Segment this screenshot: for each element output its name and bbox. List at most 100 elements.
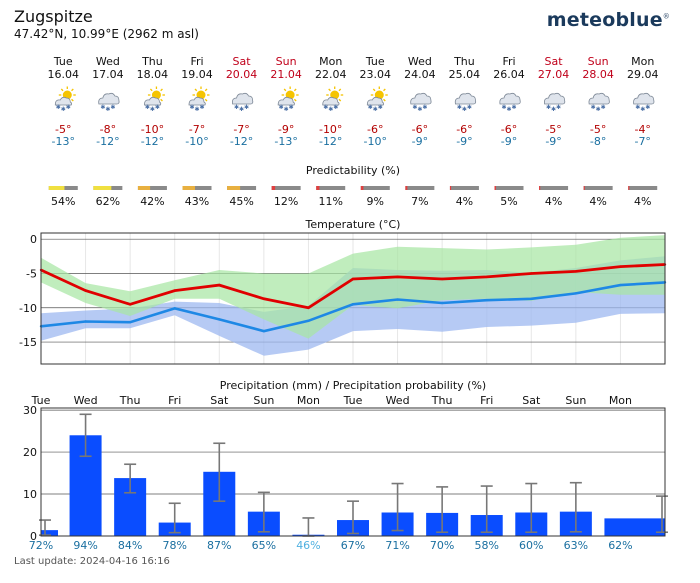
- snowflake-glyph: ✱: [511, 104, 516, 111]
- predictability-value: 4%: [456, 195, 473, 208]
- cloud-shape: [232, 92, 254, 105]
- min-temperature-point: [307, 319, 310, 322]
- predictability-bar-track: [539, 186, 569, 190]
- snowflake-glyph: ✱: [501, 104, 506, 111]
- predictability-bar-fill: [405, 186, 408, 190]
- sun-ray: [383, 88, 386, 92]
- day-date: 28.04: [582, 68, 614, 81]
- snowflake-glyph: ✱: [556, 104, 561, 111]
- predictability-bar-fill: [93, 186, 112, 190]
- min-temperature: -7°: [634, 135, 650, 148]
- sun-ray: [204, 98, 208, 102]
- precipitation-day-label: Thu: [431, 394, 453, 407]
- cloud-shape: [633, 92, 655, 105]
- snowflake-glyph: ✱: [422, 104, 427, 111]
- precipitation-tick-label: 10: [23, 488, 37, 501]
- max-temperature-point: [84, 289, 87, 292]
- location-coordinates: 47.42°N, 10.99°E (2962 m asl): [14, 27, 199, 41]
- precipitation-probability: 70%: [430, 539, 454, 552]
- cloud-shape: [98, 92, 120, 105]
- cloud-snow-icon: ✱ ✱ ✱: [232, 92, 254, 113]
- max-temperature: -9°: [278, 123, 294, 136]
- precipitation-tick-label: 30: [23, 404, 37, 417]
- max-temperature: -6°: [367, 123, 383, 136]
- day-name: Sat: [233, 55, 252, 68]
- predictability-bar-track: [137, 186, 167, 190]
- sun-cloud-snow-icon: ✱ ✱ ✱: [322, 86, 344, 113]
- precipitation-day-label: Tue: [343, 394, 363, 407]
- day-name: Sun: [276, 55, 297, 68]
- max-temperature-point: [396, 275, 399, 279]
- sun-ray: [293, 88, 297, 92]
- brand-name: meteoblue: [546, 9, 663, 31]
- brand-logo[interactable]: meteoblue®: [547, 9, 670, 31]
- precipitation-day-label: Sat: [522, 394, 541, 407]
- precipitation-chart-title: Precipitation (mm) / Precipitation proba…: [220, 379, 486, 392]
- min-temperature: -8°: [590, 135, 606, 148]
- min-temperature: -12°: [230, 135, 253, 148]
- precipitation-day-label: Sat: [210, 394, 229, 407]
- cloud-snow-icon: ✱ ✱ ✱: [499, 92, 521, 113]
- sun-ray: [71, 98, 74, 102]
- precipitation-probability: 87%: [207, 539, 231, 552]
- temperature-chart-title: Temperature (°C): [305, 218, 401, 231]
- snowflake-glyph: ✱: [328, 106, 333, 113]
- max-temperature: -4°: [634, 123, 650, 136]
- max-temperature-point: [485, 275, 488, 279]
- precipitation-day-label: Wed: [74, 394, 98, 407]
- predictability-value: 9%: [367, 195, 384, 208]
- cloud-shape: [322, 96, 340, 106]
- snowflake-glyph: ✱: [596, 106, 601, 113]
- predictability-bar-track: [494, 186, 524, 190]
- snowflake-glyph: ✱: [333, 104, 338, 111]
- cloud-snow-icon: ✱ ✱ ✱: [410, 92, 432, 113]
- day-name: Thu: [141, 55, 163, 68]
- temperature-tick-label: -15: [19, 336, 37, 349]
- location-name: Zugspitze: [14, 7, 93, 26]
- predictability-bar-track: [628, 186, 658, 190]
- predictability-value: 42%: [140, 195, 164, 208]
- max-temperature-point: [262, 297, 266, 301]
- max-temperature-point: [307, 306, 310, 309]
- snowflake-glyph: ✱: [244, 104, 249, 111]
- min-temperature: -10°: [185, 135, 208, 148]
- precipitation-day-label: Sun: [253, 394, 274, 407]
- predictability-title: Predictability (%): [306, 164, 400, 177]
- predictability-bar-fill: [48, 186, 65, 190]
- predictability-value: 45%: [229, 195, 253, 208]
- precipitation-day-label: Sun: [565, 394, 586, 407]
- sun-cloud-snow-icon: ✱ ✱ ✱: [144, 86, 165, 113]
- snowflake-glyph: ✱: [105, 106, 110, 113]
- predictability-value: 62%: [96, 195, 120, 208]
- precipitation-day-label: Mon: [609, 394, 632, 407]
- min-temperature-point: [396, 298, 399, 301]
- min-temperature: -12°: [319, 135, 342, 148]
- precipitation-probability: 58%: [474, 539, 498, 552]
- max-temperature-point: [218, 283, 221, 287]
- min-temperature-point: [173, 307, 176, 310]
- min-temperature: -10°: [364, 135, 387, 148]
- snowflake-glyph: ✱: [61, 106, 66, 113]
- predictability-value: 43%: [185, 195, 209, 208]
- snowflake-glyph: ✱: [189, 104, 194, 111]
- last-update-text: Last update: 2024-04-16 16:16: [14, 556, 170, 567]
- predictability-value: 5%: [500, 195, 517, 208]
- predictability-bar-track: [271, 186, 301, 190]
- snowflake-glyph: ✱: [56, 104, 61, 111]
- predictability-bar-fill: [182, 186, 195, 190]
- max-temperature: -6°: [456, 123, 472, 136]
- sun-cloud-snow-icon: ✱ ✱ ✱: [188, 86, 210, 113]
- sun-ray: [149, 88, 153, 92]
- day-date: 20.04: [226, 68, 258, 81]
- max-temperature: -6°: [501, 123, 517, 136]
- max-temperature: -7°: [189, 123, 205, 136]
- sun-ray: [338, 88, 342, 92]
- predictability-value: 4%: [634, 195, 651, 208]
